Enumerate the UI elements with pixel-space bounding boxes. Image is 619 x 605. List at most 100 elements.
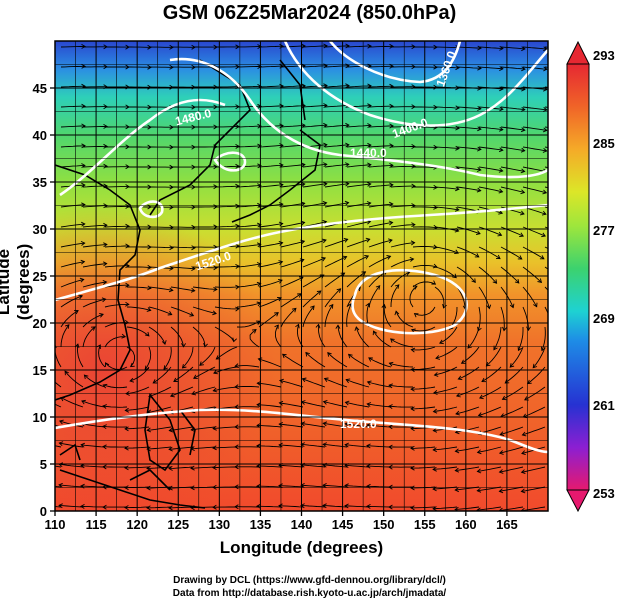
streamline-arrowhead	[366, 380, 372, 386]
streamline	[104, 265, 129, 268]
y-tick-label: 45	[33, 81, 47, 96]
streamline	[346, 202, 371, 208]
streamline	[279, 379, 304, 388]
contour-label-1440: 1440.0	[350, 146, 387, 160]
streamline-arrowhead	[498, 209, 504, 215]
streamline	[212, 446, 238, 449]
streamline-arrowhead	[498, 167, 504, 173]
streamline-arrowhead	[389, 43, 394, 49]
streamline-arrowhead	[213, 369, 218, 375]
streamline-arrowhead	[454, 467, 460, 473]
streamline-arrowhead	[455, 105, 460, 111]
streamline-arrowhead	[81, 399, 86, 405]
streamline	[258, 105, 284, 108]
streamline-arrowhead	[78, 294, 84, 300]
streamline-arrowhead	[300, 220, 306, 226]
streamline	[146, 466, 172, 469]
streamline	[324, 144, 349, 148]
streamline-arrowhead	[64, 370, 69, 376]
streamline-arrowhead	[148, 393, 154, 398]
streamline	[258, 164, 283, 168]
streamline	[390, 242, 415, 248]
streamline	[345, 401, 370, 408]
streamline	[486, 346, 502, 367]
streamline-arrowhead	[147, 285, 152, 291]
streamline	[59, 442, 84, 448]
streamline-arrowhead	[235, 306, 240, 312]
streamline-arrowhead	[345, 162, 350, 168]
x-tick-label: 110	[45, 517, 66, 532]
colorbar-bottom-arrow	[566, 489, 590, 513]
streamline	[104, 205, 129, 208]
streamline	[500, 106, 525, 111]
streamline	[190, 506, 216, 509]
streamline	[126, 306, 151, 311]
streamline	[60, 145, 86, 148]
streamline	[390, 224, 415, 228]
streamline	[522, 286, 538, 307]
streamline-arrowhead	[81, 163, 86, 168]
streamline-arrowhead	[130, 362, 135, 368]
streamline	[60, 223, 85, 228]
streamline	[282, 353, 304, 368]
contour-1480	[59, 98, 226, 197]
streamline	[346, 221, 371, 228]
streamline-arrowhead	[388, 220, 394, 226]
streamline-arrowhead	[310, 305, 315, 311]
streamline	[456, 106, 481, 110]
streamline-arrowhead	[323, 83, 328, 89]
streamline	[522, 66, 547, 70]
streamline	[60, 278, 84, 288]
streamline	[368, 255, 391, 268]
streamline	[368, 45, 394, 48]
streamline	[256, 485, 282, 488]
streamline-arrowhead	[504, 379, 510, 384]
streamline	[60, 105, 86, 108]
chart-title: GSM 06Z25Mar2024 (850.0hPa)	[162, 2, 457, 24]
streamline	[235, 365, 260, 368]
streamline	[60, 295, 83, 308]
streamline-arrowhead	[152, 379, 158, 384]
streamline	[82, 281, 107, 288]
streamline-arrowhead	[279, 378, 284, 384]
streamline-arrowhead	[476, 167, 482, 172]
streamline	[456, 246, 480, 258]
streamline	[236, 243, 261, 248]
streamline	[345, 464, 370, 468]
streamline	[258, 279, 283, 288]
streamline-arrowhead	[345, 122, 350, 128]
streamline-arrowhead	[80, 442, 85, 448]
streamline	[296, 324, 304, 348]
streamline	[302, 378, 326, 388]
streamline	[84, 374, 106, 388]
streamline-arrowhead	[190, 485, 195, 491]
streamline-arrowhead	[410, 406, 415, 412]
streamline	[368, 145, 394, 148]
streamline-arrowhead	[477, 126, 482, 132]
streamline	[355, 326, 370, 348]
streamline	[55, 424, 62, 428]
streamline	[368, 125, 394, 128]
streamline-arrowhead	[520, 469, 526, 475]
streamline	[456, 286, 466, 310]
streamline	[368, 164, 393, 168]
streamline-arrowhead	[520, 168, 526, 174]
streamline-arrowhead	[454, 249, 460, 255]
streamline-arrowhead	[124, 465, 129, 471]
streamline-arrowhead	[168, 287, 174, 293]
streamline-arrowhead	[543, 46, 548, 52]
streamline	[104, 336, 126, 348]
streamline	[368, 85, 394, 88]
streamline	[302, 290, 322, 308]
streamline	[366, 465, 392, 468]
streamline-arrowhead	[335, 324, 341, 329]
streamline-arrowhead	[256, 443, 261, 449]
streamline	[82, 185, 108, 188]
streamline-arrowhead	[103, 222, 108, 228]
streamline-arrowhead	[476, 449, 482, 455]
streamline	[302, 124, 327, 128]
y-tick-label: 35	[33, 175, 47, 190]
streamline-arrowhead	[452, 273, 457, 279]
streamline	[146, 506, 172, 509]
